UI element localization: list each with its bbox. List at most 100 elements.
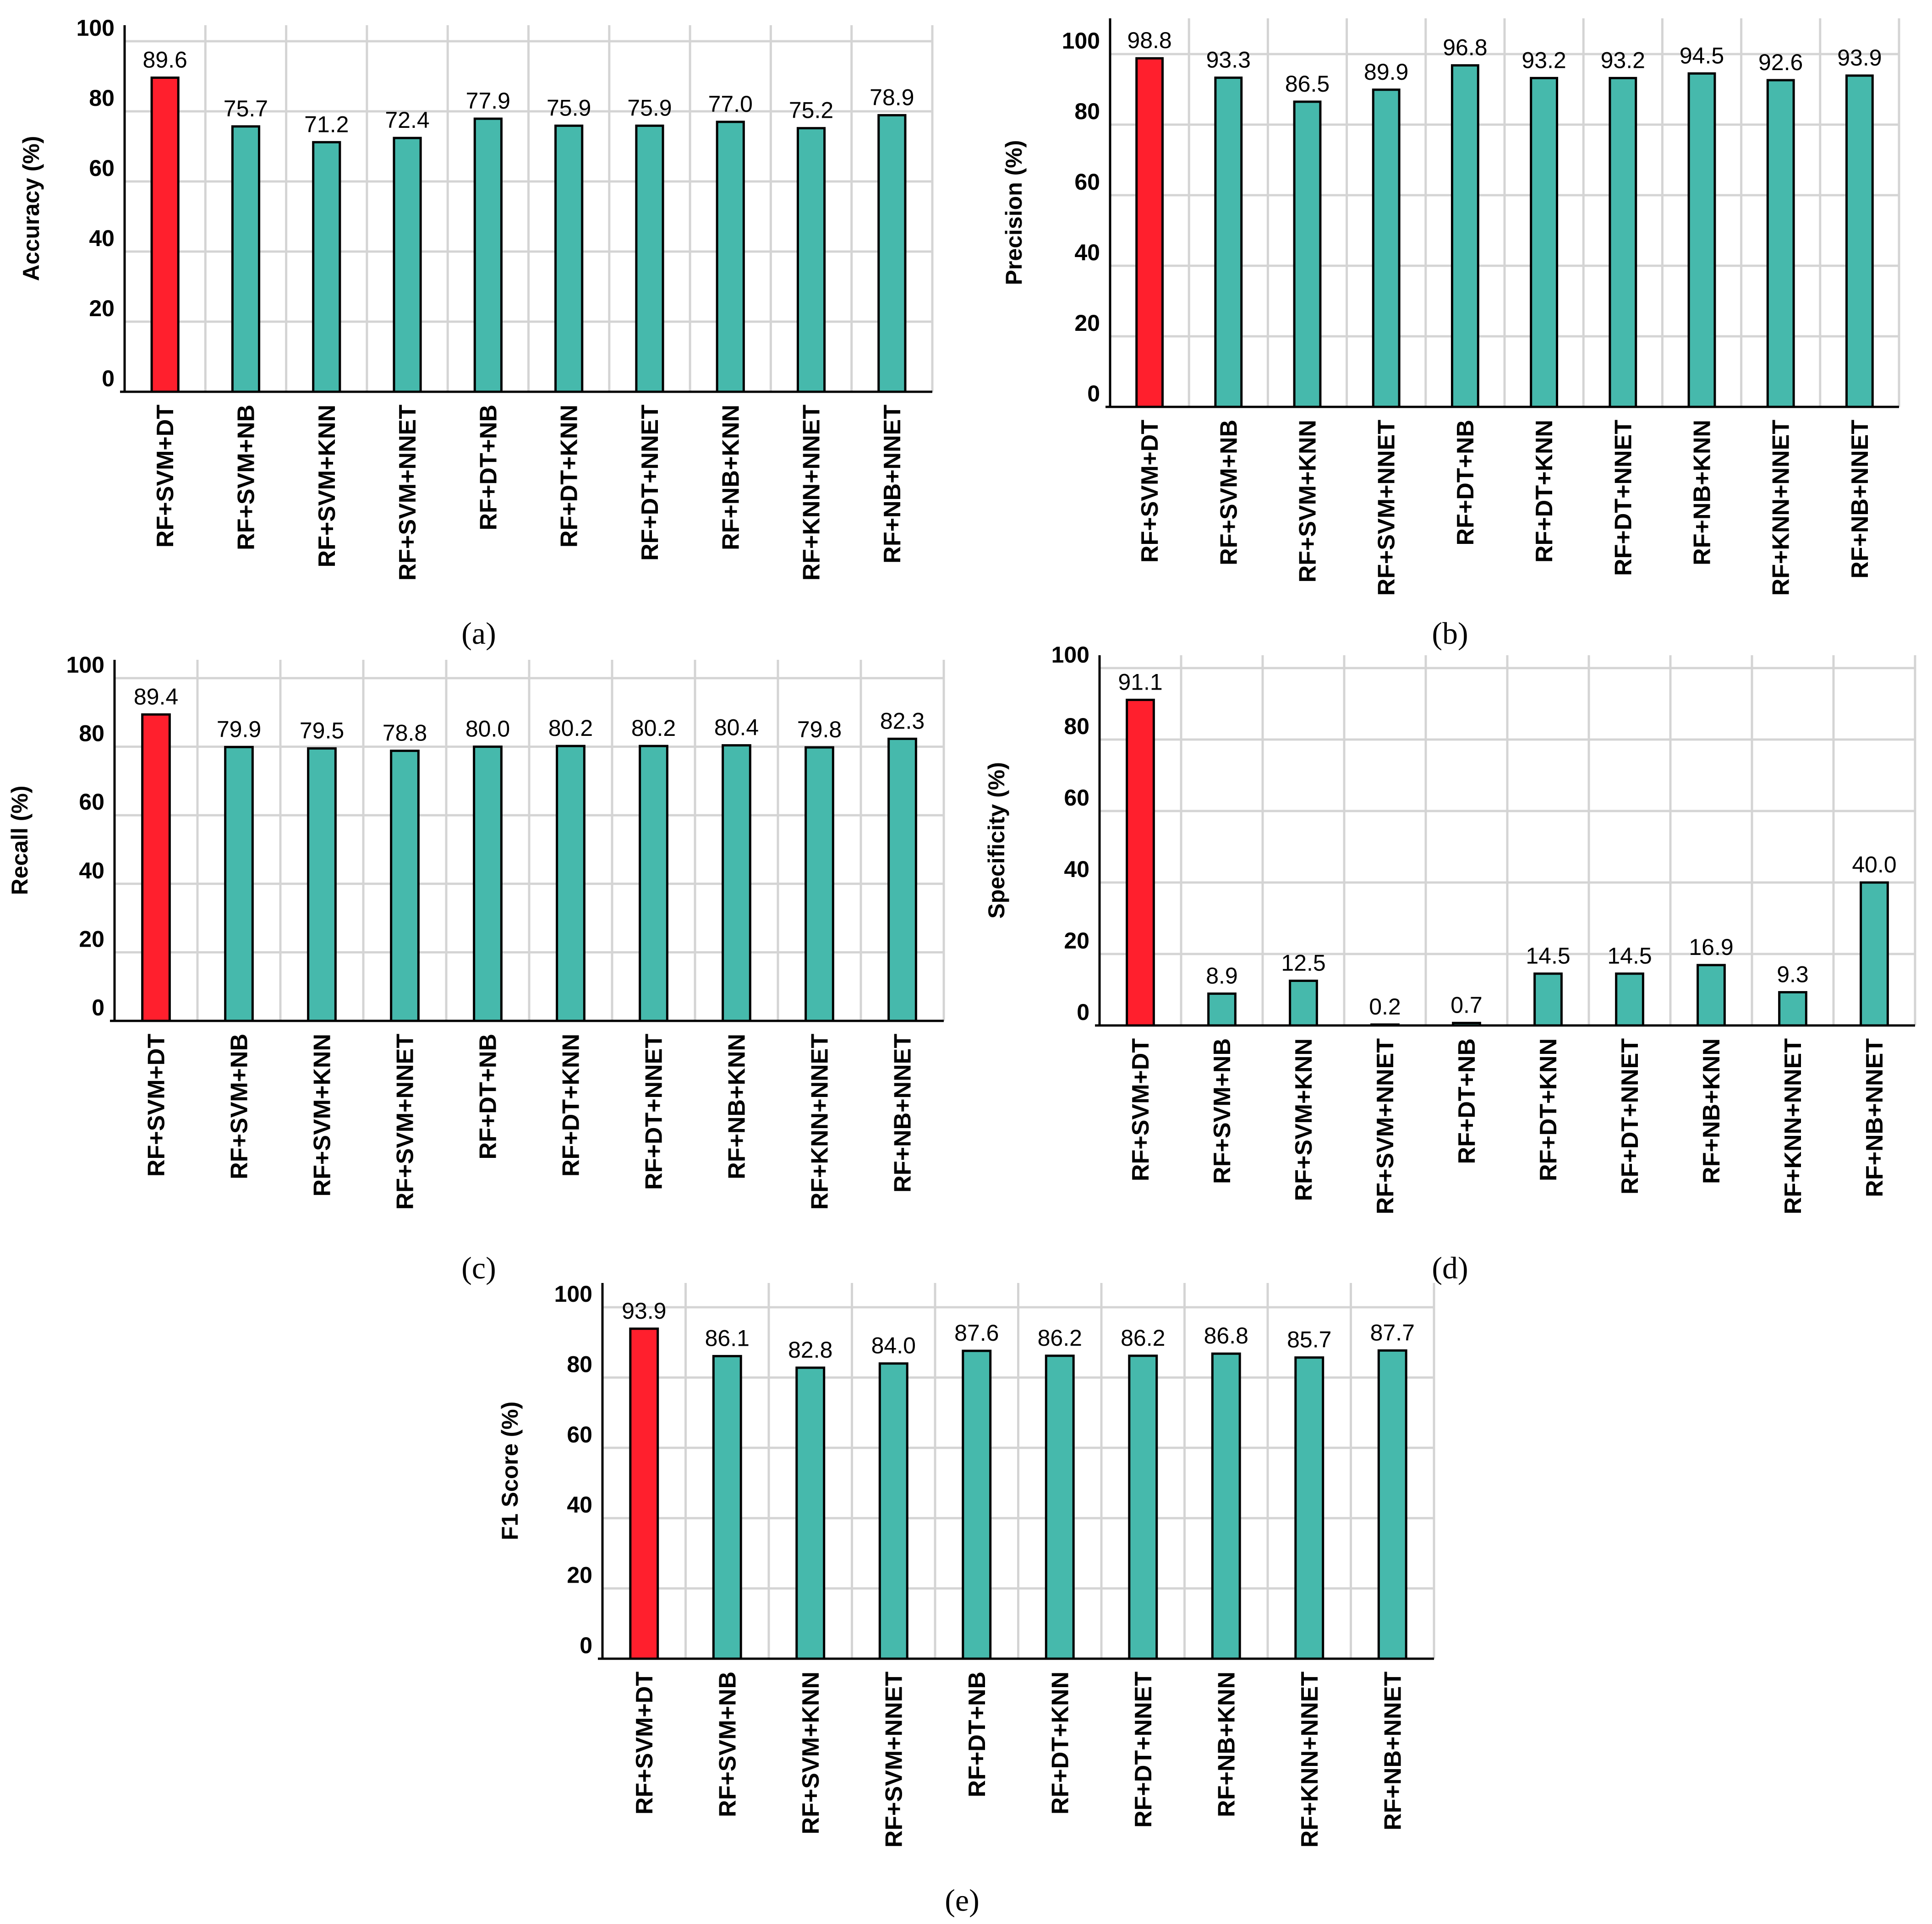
data-label: 0.7 [1450,992,1483,1018]
y-tick-label: 40 [1074,240,1100,265]
y-tick-label: 40 [89,225,115,251]
bar [1293,100,1322,408]
x-tick-label: RF+NB+NNET [879,405,906,564]
x-tick-label: RF+KNN+NNET [1768,420,1795,596]
data-label: 86.5 [1285,71,1330,97]
data-label: 78.9 [870,84,914,110]
x-tick-label: RF+NB+KNN [724,1034,750,1179]
x-tick-label: RF+DT+NB [475,1034,502,1159]
data-label: 86.1 [705,1326,750,1351]
bar [1533,972,1563,1027]
data-label: 86.2 [1121,1325,1165,1351]
bar [712,1355,742,1660]
bar [393,137,422,393]
x-tick-label: RF+NB+NNET [1379,1672,1406,1831]
y-tick-label: 60 [1064,785,1089,811]
data-label: 77.0 [708,91,753,117]
bar [1289,980,1318,1027]
x-tick-label: RF+SVM+NB [233,405,259,550]
chart-panel-a: 0 20 40 60 80 100 89.6 RF+SVM+DT 75.7 RF+SVM+NB 71… [18,15,934,651]
x-tick-label: RF+DT+NB [1454,1038,1480,1164]
bar [231,125,261,393]
y-axis-label: Recall (%) [7,786,33,895]
bar [1766,79,1795,408]
bar [639,745,668,1022]
chart-panel-d: 0 20 40 60 80 100 91.1 RF+SVM+DT 8.9 RF+SVM+NB 12.… [984,642,1916,1285]
x-tick-label: RF+DT+NB [964,1672,991,1797]
bar [1609,77,1637,408]
bar [1452,1022,1481,1027]
data-label: 14.5 [1526,943,1570,969]
x-tick-label: RF+DT+NNET [637,405,663,561]
bar [312,141,341,393]
x-tick-label: RF+SVM+NNET [394,405,421,581]
bar [1687,72,1716,408]
x-tick-label: RF+NB+NNET [890,1034,916,1193]
bar [1294,1356,1324,1660]
data-label: 91.1 [1118,669,1162,695]
x-tick-label: RF+NB+KNN [717,405,744,550]
bar [556,745,586,1022]
data-label: 82.3 [880,708,925,734]
data-label: 72.4 [385,107,429,133]
y-tick-label: 80 [567,1351,592,1377]
bar [1530,77,1559,408]
bar [1377,1349,1407,1660]
panel-label: (e) [945,1883,979,1918]
bar [1372,88,1401,408]
data-label: 96.8 [1443,35,1487,60]
data-label: 79.8 [797,717,842,742]
y-tick-label: 20 [1074,310,1100,336]
y-tick-label: 80 [89,85,115,111]
bar [796,127,826,393]
data-label: 75.2 [789,98,833,123]
bar [473,745,503,1022]
y-axis-label: Precision (%) [1001,140,1027,285]
x-tick-label: RF+SVM+DT [1127,1038,1154,1181]
x-tick-label: RF+DT+KNN [1047,1672,1073,1814]
data-label: 86.2 [1038,1325,1082,1351]
bar [722,744,751,1022]
x-tick-label: RF+SVM+DT [143,1034,170,1177]
y-tick-label: 0 [580,1633,592,1658]
x-tick-label: RF+SVM+NNET [392,1034,419,1210]
x-tick-label: RF+NB+KNN [1698,1038,1725,1184]
x-tick-label: RF+SVM+NNET [1372,1038,1399,1215]
y-tick-label: 80 [1064,713,1089,739]
x-tick-label: RF+KNN+NNET [1297,1672,1323,1847]
y-axis-label: Specificity (%) [984,762,1009,919]
bar [1135,57,1164,408]
chart-panel-b: 0 20 40 60 80 100 98.8 RF+SVM+DT 93.3 RF+SVM+NB 86… [1001,18,1900,651]
panel-label: (d) [1432,1250,1468,1285]
bar [473,117,503,393]
y-tick-label: 20 [567,1562,592,1588]
bar [1211,1352,1241,1660]
y-tick-label: 40 [79,858,104,883]
x-tick-label: RF+SVM+NB [714,1672,741,1817]
x-tick-label: RF+SVM+DT [1137,420,1163,563]
data-label: 85.7 [1287,1327,1331,1353]
x-tick-label: RF+DT+KNN [1535,1038,1562,1181]
y-tick-label: 60 [79,789,104,815]
y-tick-label: 40 [567,1492,592,1518]
data-label: 80.2 [631,715,676,741]
data-label: 92.6 [1758,49,1803,75]
data-label: 86.8 [1204,1323,1248,1348]
data-label: 75.9 [627,95,672,121]
panel-label: (a) [461,616,496,651]
panel-label: (c) [461,1250,496,1285]
data-label: 89.6 [142,47,187,73]
data-label: 98.8 [1127,27,1171,53]
x-tick-label: RF+NB+KNN [1213,1672,1240,1817]
bar [795,1366,826,1660]
x-tick-label: RF+DT+KNN [1531,420,1558,563]
y-tick-label: 40 [1064,856,1089,882]
y-axis-label: Accuracy (%) [18,136,44,281]
y-tick-label: 80 [1074,99,1100,124]
data-label: 84.0 [871,1333,916,1359]
x-tick-label: RF+DT+NB [1452,420,1479,545]
x-tick-label: RF+NB+KNN [1689,420,1716,565]
bar [878,1362,909,1660]
data-label: 93.2 [1601,47,1645,73]
